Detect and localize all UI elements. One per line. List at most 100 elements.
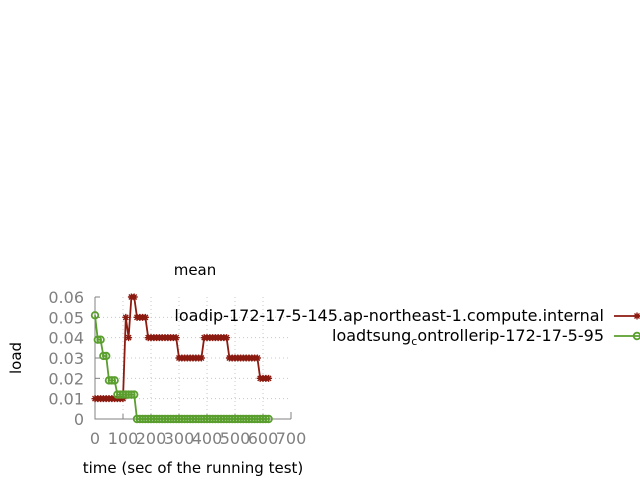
data-point [185,414,195,424]
legend-marker [633,312,640,320]
data-point [183,414,192,424]
data-point [163,414,172,424]
data-point [227,414,237,424]
data-point [253,414,262,424]
data-point [261,414,270,424]
data-point [152,414,161,424]
y-tick-label: 0 [74,410,84,429]
data-point [208,414,217,424]
y-tick-label: 0.02 [48,369,84,388]
data-point [149,414,158,424]
data-point [143,414,153,424]
data-point [211,414,220,424]
data-point [110,376,119,385]
data-point [101,351,111,361]
data-point [172,334,180,342]
x-axis-label: time (sec of the running test) [83,459,304,477]
data-point [96,335,105,344]
data-point [222,414,231,424]
legend-label: loadtsungcontrollerip-172-17-5-95 [332,326,604,348]
data-point [115,390,125,399]
x-tick-label: 700 [276,429,307,448]
legend-label: loadip-172-17-5-145.ap-northeast-1.compu… [174,306,604,325]
data-point [180,414,189,424]
axes: 0 10020030040050060070000.010.020.030.040… [48,288,306,448]
x-tick-label: 500 [220,429,251,448]
data-point [146,414,156,424]
data-point [258,414,268,424]
legend-label-part: tsung [366,326,411,345]
data-point [157,414,167,424]
data-point [93,335,102,344]
x-tick-label: 600 [248,429,279,448]
data-point [236,414,245,424]
data-point [132,414,142,424]
data-point [155,414,164,424]
data-point [141,313,149,321]
data-point [130,293,138,301]
legend-label-part: ontroller [417,326,485,345]
data-point [113,390,122,399]
data-point [265,374,273,382]
data-point [138,414,147,424]
data-point [230,414,240,424]
data-point [191,414,200,424]
data-point [124,390,133,399]
data-point [216,414,226,424]
data-point [121,390,130,399]
legend-label-part: load [174,306,208,325]
x-tick-label: 100 [108,429,139,448]
data-point [197,414,206,424]
data-point [233,414,242,424]
data-point [171,414,181,424]
legend-label-part: load [332,326,366,345]
x-tick-label: 300 [164,429,195,448]
y-tick-label: 0.03 [48,349,84,368]
chart-title: mean [174,261,217,279]
data-point [160,414,170,424]
data-point [174,414,184,424]
legend-marker [632,331,640,341]
y-axis-label: load [7,342,25,374]
data-point [256,414,265,424]
series [90,293,273,424]
data-point [141,414,150,424]
data-point [264,414,273,424]
data-point [239,414,248,424]
x-tick-label: 400 [192,429,223,448]
data-point [197,354,205,362]
series-line [94,315,269,420]
data-point [135,414,144,424]
data-point [219,414,228,424]
data-point [125,334,133,342]
legend-label-part: ip-172-17-5-95 [485,326,604,345]
data-point [107,376,116,385]
data-point [213,414,223,424]
y-tick-label: 0.06 [48,288,84,307]
y-tick-label: 0.04 [48,329,84,348]
legend-label-part: ip-172-17-5-145.ap-northeast-1.compute.i… [209,306,604,325]
data-point [199,414,209,424]
y-tick-label: 0.01 [48,390,84,409]
data-point [205,414,214,424]
data-point [244,414,254,424]
data-point [166,414,175,424]
x-tick-label: 0 [90,429,100,448]
legend: loadip-172-17-5-145.ap-northeast-1.compu… [174,306,640,348]
data-point [241,414,251,424]
data-point [202,414,212,424]
data-point [250,414,259,424]
data-point [169,414,178,424]
data-point [129,390,139,399]
data-point [225,414,234,424]
data-point [118,390,128,399]
data-point [247,414,256,424]
data-point [194,414,203,424]
data-point [90,311,100,320]
data-point [104,376,114,385]
data-point [177,414,186,424]
data-point [122,313,130,321]
legend-label-part: c [411,335,417,348]
x-tick-label: 200 [136,429,167,448]
